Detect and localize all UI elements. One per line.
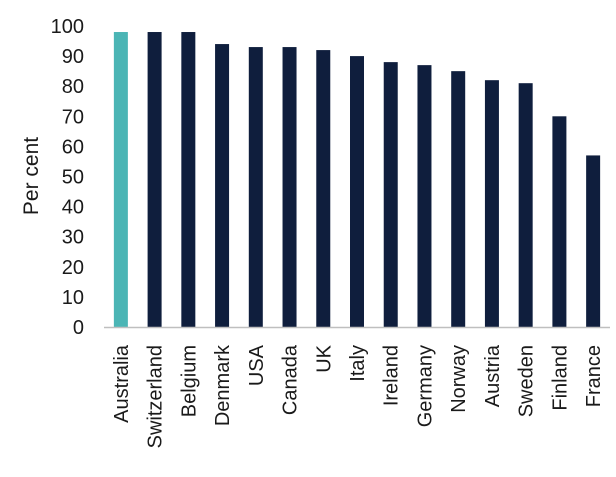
y-tick-label: 40 [62,197,84,219]
x-tick-label-austria: Austria [482,344,504,407]
bar-france [586,155,601,327]
bar-austria [484,80,499,328]
x-tick-label-australia: Australia [111,344,133,423]
y-tick-label: 70 [62,106,84,128]
bar-uk [316,50,331,328]
x-tick-label-switzerland: Switzerland [145,345,167,448]
x-axis-ticks: Australia Switzerland Belgium Denmark USA Can… [111,344,605,448]
y-tick-label: 10 [62,287,84,309]
x-tick-label-canada: Canada [280,344,302,415]
x-tick-label-denmark: Denmark [212,344,234,426]
x-tick-label-ireland: Ireland [381,345,403,406]
x-tick-label-germany: Germany [414,345,436,427]
bar-denmark [215,44,230,328]
bar-switzerland [147,32,162,328]
x-tick-label-finland: Finland [549,345,571,411]
bar-finland [552,116,567,327]
y-tick-label: 100 [51,16,84,38]
x-tick-label-italy: Italy [347,345,369,382]
bar-australia [113,32,128,328]
y-axis-ticks: 0 10 20 30 40 50 60 70 80 90 100 [51,16,84,339]
y-tick-label: 60 [62,136,84,158]
x-tick-label-belgium: Belgium [178,345,200,417]
bar-sweden [518,83,533,327]
bar-italy [350,56,364,327]
x-tick-label-sweden: Sweden [516,345,538,417]
bar-ireland [383,62,398,328]
y-tick-label: 0 [73,317,84,339]
bar-norway [451,71,466,328]
y-tick-label: 20 [62,257,84,279]
y-tick-label: 50 [62,167,84,189]
y-tick-label: 80 [62,76,84,98]
bar-belgium [181,32,196,328]
y-tick-label: 30 [62,227,84,249]
x-tick-label-usa: USA [246,344,268,386]
x-tick-label-norway: Norway [448,345,470,413]
bar-germany [417,65,432,327]
y-axis-title: Per cent [20,137,43,215]
bars-group [113,32,601,328]
x-tick-label-france: France [583,345,605,407]
bar-canada [282,47,297,327]
x-tick-label-uk: UK [313,344,335,372]
bar-usa [248,47,263,327]
y-tick-label: 90 [62,46,84,68]
